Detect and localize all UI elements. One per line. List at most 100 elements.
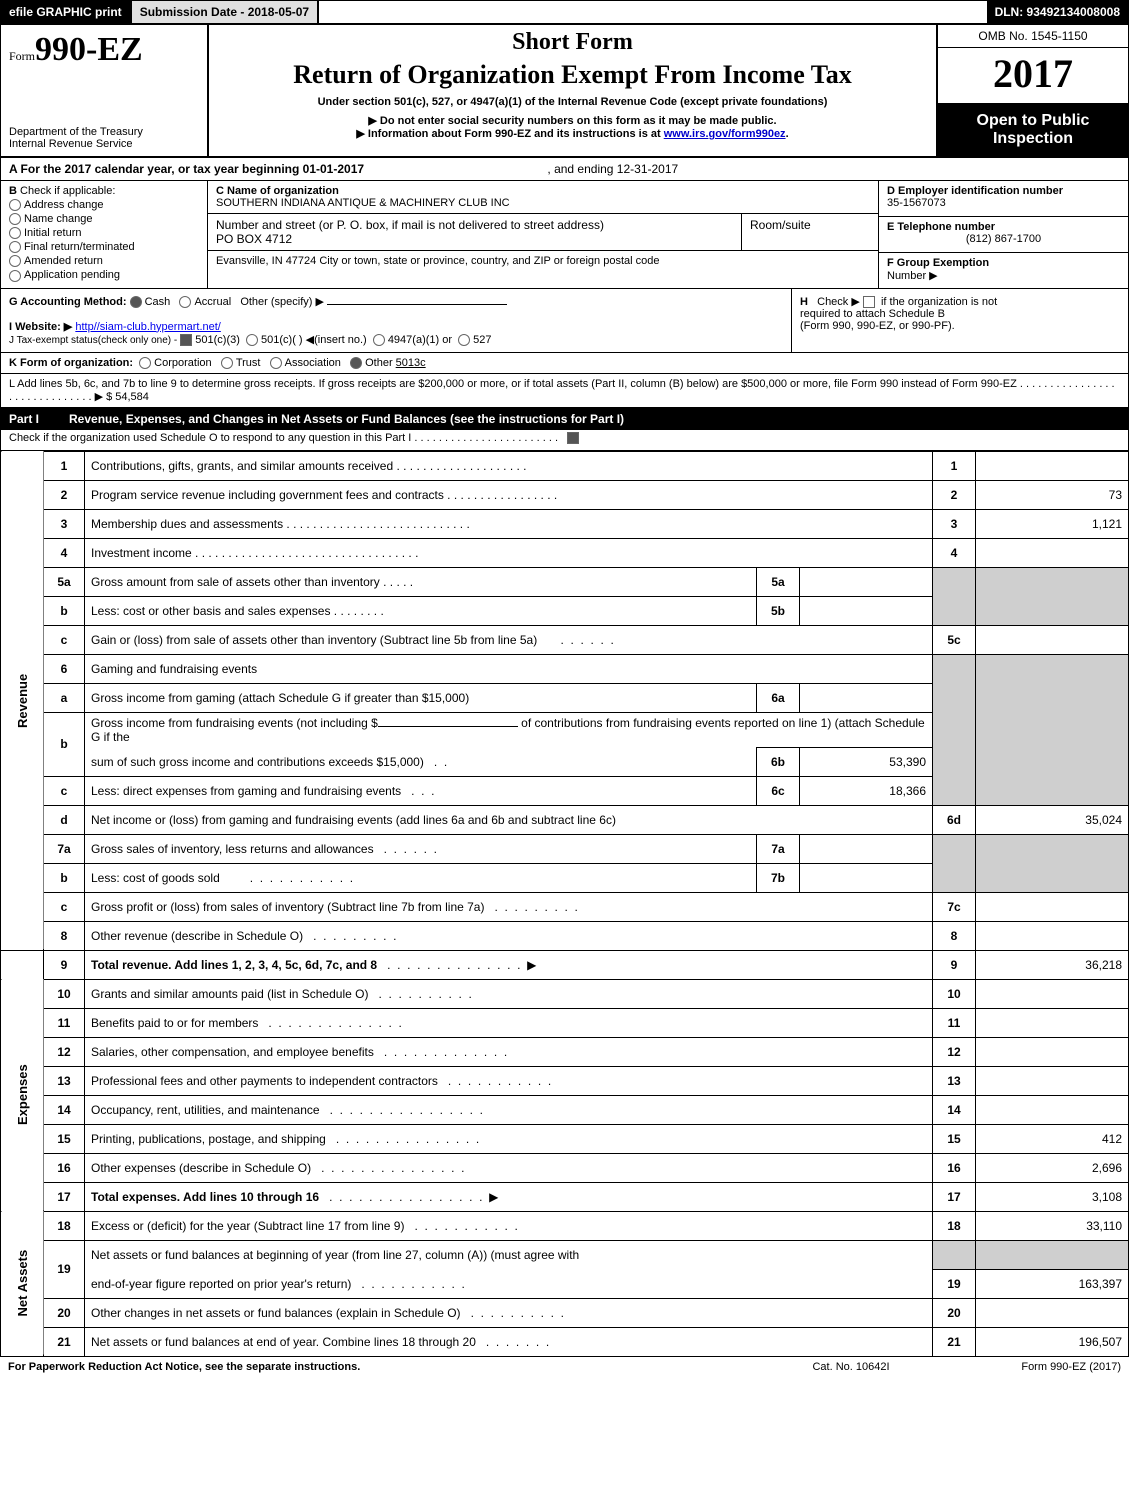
k-corp-radio[interactable] <box>139 357 151 369</box>
j-501c3-cb[interactable] <box>180 334 192 346</box>
footer-formref: Form 990-EZ (2017) <box>941 1361 1121 1373</box>
cb-initial-return[interactable]: Initial return <box>9 227 199 239</box>
j-4947-cb[interactable] <box>373 334 385 346</box>
k-trust-radio[interactable] <box>221 357 233 369</box>
ln2-val: 73 <box>976 480 1129 509</box>
ln14-num: 14 <box>44 1095 85 1124</box>
cb-name-change[interactable]: Name change <box>9 213 199 225</box>
cb-application-pending-label: Application pending <box>24 269 120 281</box>
ln7c-rnum: 7c <box>933 892 976 921</box>
ln6b-desc: Gross income from fundraising events (no… <box>85 712 933 747</box>
ln19-rnum: 19 <box>933 1269 976 1298</box>
g-label: G Accounting Method: <box>9 296 127 308</box>
phone-value: (812) 867-1700 <box>887 233 1120 245</box>
h-label: H <box>800 296 808 308</box>
g-accrual-radio[interactable] <box>179 296 191 308</box>
ln6c-midval: 18,366 <box>800 776 933 805</box>
under-section: Under section 501(c), 527, or 4947(a)(1)… <box>213 96 932 108</box>
part1-sub: Check if the organization used Schedule … <box>9 432 558 444</box>
ln15-num: 15 <box>44 1124 85 1153</box>
ln17-val: 3,108 <box>976 1182 1129 1211</box>
ln16-num: 16 <box>44 1153 85 1182</box>
ln6d-rnum: 6d <box>933 805 976 834</box>
tax-year: 2017 <box>938 48 1128 104</box>
ln19-shade <box>933 1240 976 1269</box>
ln4-num: 4 <box>44 538 85 567</box>
ln17-num: 17 <box>44 1182 85 1211</box>
j-501c3-label: 501(c)(3) <box>195 334 240 346</box>
h-text4: (Form 990, 990-EZ, or 990-PF). <box>800 320 955 332</box>
ln8-num: 8 <box>44 921 85 950</box>
ln5c-desc: Gain or (loss) from sale of assets other… <box>85 625 933 654</box>
j-text: J Tax-exempt status(check only one) - <box>9 335 177 346</box>
ln16-rnum: 16 <box>933 1153 976 1182</box>
g-other-label: Other (specify) ▶ <box>240 296 324 308</box>
efile-print-button[interactable]: efile GRAPHIC print <box>1 1 132 23</box>
cb-final-return-label: Final return/terminated <box>24 241 135 253</box>
ln3-num: 3 <box>44 509 85 538</box>
ln7a-num: 7a <box>44 834 85 863</box>
form-prefix: Form <box>9 49 35 63</box>
cb-final-return[interactable]: Final return/terminated <box>9 241 199 253</box>
k-other-value: 5013c <box>396 357 426 369</box>
ln3-desc: Membership dues and assessments . . . . … <box>85 509 933 538</box>
ln6b-sum: sum of such gross income and contributio… <box>85 747 757 776</box>
open-public-1: Open to Public <box>942 112 1124 130</box>
ln12-rnum: 12 <box>933 1037 976 1066</box>
ln3-rnum: 3 <box>933 509 976 538</box>
ln18-val: 33,110 <box>976 1211 1129 1240</box>
footer-paperwork: For Paperwork Reduction Act Notice, see … <box>8 1361 761 1373</box>
ln10-val <box>976 979 1129 1008</box>
cb-address-change[interactable]: Address change <box>9 199 199 211</box>
ln6d-desc: Net income or (loss) from gaming and fun… <box>85 805 933 834</box>
cb-application-pending[interactable]: Application pending <box>9 269 199 281</box>
ln3-val: 1,121 <box>976 509 1129 538</box>
part1-schedule-o-cb[interactable] <box>567 432 579 444</box>
irs-link[interactable]: www.irs.gov/form990ez <box>664 128 786 140</box>
ln7-shade <box>933 834 976 892</box>
ln19-desc: Net assets or fund balances at beginning… <box>85 1240 933 1269</box>
ln7a-mid: 7a <box>757 834 800 863</box>
k-assoc-label: Association <box>285 357 341 369</box>
ln9-val: 36,218 <box>976 950 1129 979</box>
org-name: SOUTHERN INDIANA ANTIQUE & MACHINERY CLU… <box>216 197 510 209</box>
ln14-val <box>976 1095 1129 1124</box>
ln6c-desc: Less: direct expenses from gaming and fu… <box>85 776 757 805</box>
ln13-desc: Professional fees and other payments to … <box>85 1066 933 1095</box>
k-other-radio[interactable] <box>350 357 362 369</box>
ln20-rnum: 20 <box>933 1298 976 1327</box>
k-assoc-radio[interactable] <box>270 357 282 369</box>
ln6b-num: b <box>44 712 85 776</box>
j-527-cb[interactable] <box>458 334 470 346</box>
cb-amended-return[interactable]: Amended return <box>9 255 199 267</box>
ln2-rnum: 2 <box>933 480 976 509</box>
ln12-num: 12 <box>44 1037 85 1066</box>
ln6c-mid: 6c <box>757 776 800 805</box>
org-address: PO BOX 4712 <box>216 232 292 246</box>
ln9-num: 9 <box>44 950 85 979</box>
dln-number: DLN: 93492134008008 <box>987 1 1128 23</box>
website-link[interactable]: http//siam-club.hypermart.net/ <box>75 321 221 333</box>
part1-title: Revenue, Expenses, and Changes in Net As… <box>69 412 624 426</box>
ln19-shade-val <box>976 1240 1129 1269</box>
ln8-rnum: 8 <box>933 921 976 950</box>
ln12-val <box>976 1037 1129 1066</box>
note-info-pre: ▶ Information about Form 990-EZ and its … <box>356 128 663 140</box>
j-4947-label: 4947(a)(1) or <box>388 334 452 346</box>
ln6b-mid: 6b <box>757 747 800 776</box>
g-cash-radio[interactable] <box>130 296 142 308</box>
j-527-label: 527 <box>473 334 491 346</box>
ln20-desc: Other changes in net assets or fund bala… <box>85 1298 933 1327</box>
ln11-rnum: 11 <box>933 1008 976 1037</box>
ln5a-num: 5a <box>44 567 85 596</box>
ein-value: 35-1567073 <box>887 197 946 209</box>
h-checkbox[interactable] <box>863 296 875 308</box>
ln12-desc: Salaries, other compensation, and employ… <box>85 1037 933 1066</box>
ln5b-mid: 5b <box>757 596 800 625</box>
j-501c-cb[interactable] <box>246 334 258 346</box>
ln7c-val <box>976 892 1129 921</box>
expenses-side-label: Expenses <box>1 979 44 1211</box>
omb-number: OMB No. 1545-1150 <box>938 25 1128 48</box>
line-a-ending: , and ending 12-31-2017 <box>547 162 678 176</box>
ln7b-desc: Less: cost of goods sold . . . . . . . .… <box>85 863 757 892</box>
